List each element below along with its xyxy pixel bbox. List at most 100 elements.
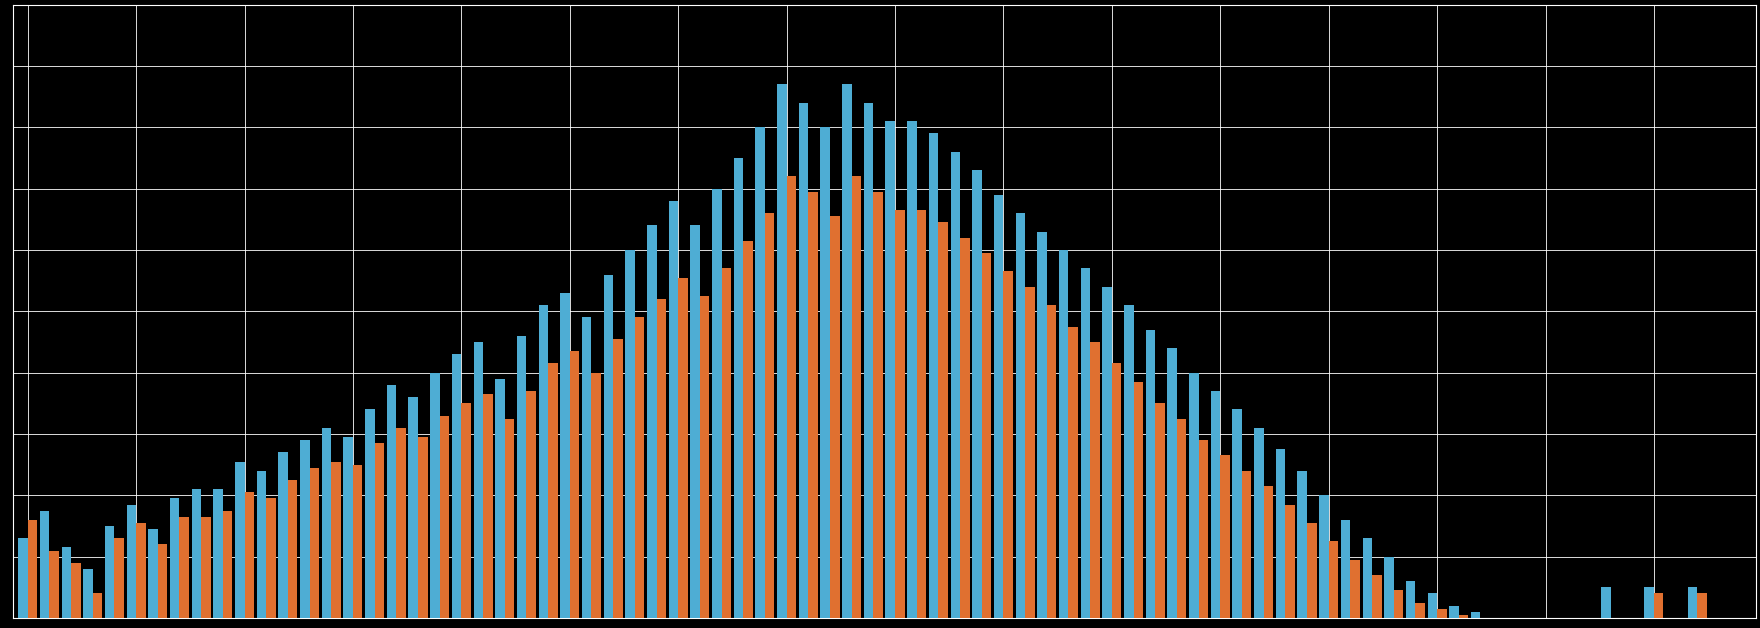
Bar	[387, 385, 396, 618]
Bar	[452, 354, 461, 618]
Bar	[526, 391, 537, 618]
Bar	[1037, 232, 1047, 618]
Bar	[1167, 348, 1177, 618]
Bar	[950, 152, 959, 618]
Bar	[972, 170, 982, 618]
Bar	[461, 403, 472, 618]
Bar	[408, 397, 417, 618]
Bar	[278, 452, 289, 618]
Bar	[299, 440, 310, 618]
Bar	[1089, 342, 1100, 618]
Bar	[852, 176, 861, 618]
Bar	[136, 523, 146, 618]
Bar	[440, 416, 449, 618]
Bar	[375, 443, 384, 618]
Bar	[570, 351, 579, 618]
Bar	[1394, 590, 1403, 618]
Bar	[429, 372, 440, 618]
Bar	[1155, 403, 1165, 618]
Bar	[1112, 364, 1121, 618]
Bar	[612, 339, 623, 618]
Bar	[669, 201, 678, 618]
Bar	[93, 593, 102, 618]
Bar	[560, 293, 570, 618]
Bar	[1211, 391, 1220, 618]
Bar	[1341, 520, 1350, 618]
Bar	[778, 84, 787, 618]
Bar	[873, 192, 884, 618]
Bar	[755, 127, 766, 618]
Bar	[831, 216, 840, 618]
Bar	[517, 336, 526, 618]
Bar	[864, 103, 873, 618]
Bar	[1255, 428, 1264, 618]
Bar	[808, 192, 818, 618]
Bar	[289, 480, 297, 618]
Bar	[648, 225, 656, 618]
Bar	[257, 471, 266, 618]
Bar	[678, 278, 688, 618]
Bar	[1177, 419, 1186, 618]
Bar	[917, 210, 926, 618]
Bar	[539, 305, 547, 618]
Bar	[604, 274, 612, 618]
Bar	[1133, 382, 1142, 618]
Bar	[158, 544, 167, 618]
Bar	[820, 127, 831, 618]
Bar	[799, 103, 808, 618]
Bar	[1285, 504, 1295, 618]
Bar	[1308, 523, 1316, 618]
Bar	[473, 342, 482, 618]
Bar	[180, 517, 188, 618]
Bar	[1688, 587, 1697, 618]
Bar	[1024, 287, 1035, 618]
Bar	[656, 299, 665, 618]
Bar	[18, 538, 28, 618]
Bar	[171, 499, 180, 618]
Bar	[1190, 372, 1199, 618]
Bar	[364, 409, 375, 618]
Bar	[625, 250, 635, 618]
Bar	[1406, 581, 1415, 618]
Bar	[148, 529, 158, 618]
Bar	[700, 296, 709, 618]
Bar	[343, 437, 354, 618]
Bar	[1697, 593, 1707, 618]
Bar	[713, 188, 722, 618]
Bar	[1362, 538, 1373, 618]
Bar	[929, 134, 938, 618]
Bar	[83, 569, 93, 618]
Bar	[743, 241, 753, 618]
Bar	[266, 499, 276, 618]
Bar	[734, 158, 743, 618]
Bar	[62, 548, 70, 618]
Bar	[49, 551, 58, 618]
Bar	[787, 176, 796, 618]
Bar	[1383, 556, 1394, 618]
Bar	[906, 121, 917, 618]
Bar	[1016, 213, 1024, 618]
Bar	[114, 538, 123, 618]
Bar	[1068, 327, 1079, 618]
Bar	[127, 504, 136, 618]
Bar	[1373, 575, 1382, 618]
Bar	[722, 268, 730, 618]
Bar	[1654, 593, 1663, 618]
Bar	[1081, 268, 1089, 618]
Bar	[505, 419, 514, 618]
Bar	[1125, 305, 1133, 618]
Bar	[1199, 440, 1207, 618]
Bar	[1644, 587, 1654, 618]
Bar	[1320, 495, 1329, 618]
Bar	[106, 526, 114, 618]
Bar	[938, 222, 949, 618]
Bar	[417, 437, 428, 618]
Bar	[1003, 271, 1014, 618]
Bar	[1427, 593, 1438, 618]
Bar	[1264, 486, 1272, 618]
Bar	[1415, 603, 1426, 618]
Bar	[635, 317, 644, 618]
Bar	[547, 364, 558, 618]
Bar	[690, 225, 700, 618]
Bar	[495, 379, 505, 618]
